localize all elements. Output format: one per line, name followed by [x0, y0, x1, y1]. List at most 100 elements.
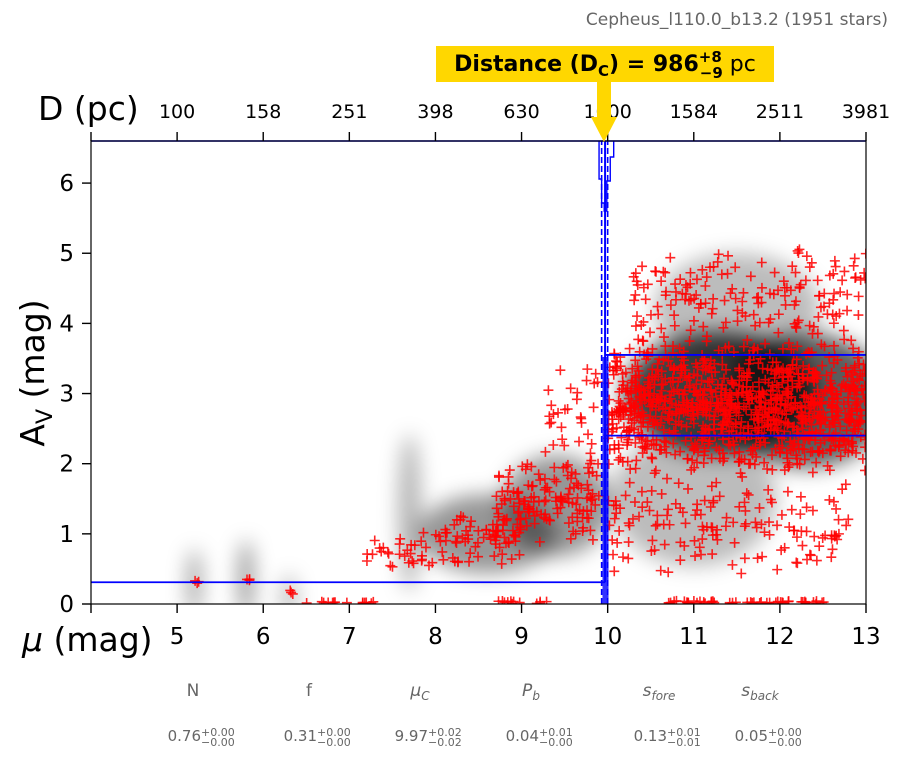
star-marker: [691, 457, 702, 468]
star-marker: [712, 256, 723, 267]
star-marker: [465, 521, 476, 532]
parameter-value: 0.04: [506, 727, 539, 745]
star-marker: [736, 568, 747, 579]
star-marker: [613, 454, 624, 465]
star-marker: [699, 383, 710, 394]
star-marker: [773, 407, 784, 418]
star-marker: [491, 519, 502, 530]
star-marker: [763, 406, 774, 417]
star-marker: [657, 403, 668, 414]
star-marker: [581, 375, 592, 386]
star-marker: [858, 389, 866, 400]
star-marker: [693, 389, 704, 400]
star-marker: [790, 398, 801, 409]
star-marker: [781, 448, 792, 459]
star-marker: [565, 533, 576, 544]
star-marker: [848, 260, 859, 271]
star-marker: [754, 317, 765, 328]
star-marker: [757, 363, 768, 374]
star-marker: [791, 362, 802, 373]
star-marker: [737, 307, 748, 318]
star-marker: [301, 598, 312, 604]
star-marker: [747, 449, 758, 460]
star-marker: [629, 295, 640, 306]
parameter-name: sback: [741, 681, 779, 703]
star-marker: [541, 596, 552, 604]
star-marker: [683, 483, 694, 494]
star-marker: [645, 388, 656, 399]
parameter-name: f: [306, 681, 313, 701]
star-marker: [697, 264, 708, 275]
star-marker: [826, 552, 837, 563]
star-marker: [745, 458, 756, 469]
star-marker: [318, 597, 329, 604]
star-marker: [586, 455, 597, 466]
parameter-lower-error: −0.02: [428, 736, 462, 749]
star-marker: [660, 341, 671, 352]
star-marker: [535, 475, 546, 486]
star-marker: [465, 548, 476, 559]
star-marker: [790, 321, 801, 332]
star-marker: [713, 345, 724, 356]
star-marker: [773, 309, 784, 320]
star-marker: [624, 477, 635, 488]
parameter-name: Pb: [522, 681, 540, 703]
star-marker: [713, 249, 724, 260]
star-marker: [739, 497, 750, 508]
star-marker: [817, 532, 828, 543]
star-marker: [699, 446, 710, 457]
star-marker: [664, 519, 675, 530]
star-marker: [677, 288, 688, 299]
star-marker: [685, 267, 696, 278]
star-marker: [733, 410, 744, 421]
parameter-upper-error: +0.00: [201, 726, 235, 739]
cloud-distance-band: [602, 356, 609, 604]
star-marker: [649, 545, 660, 556]
star-marker: [622, 456, 633, 467]
x-tick-label: 11: [679, 624, 708, 650]
y-tick-label: 6: [59, 171, 74, 197]
star-marker: [840, 380, 851, 391]
star-marker: [664, 408, 675, 419]
star-marker: [837, 275, 848, 286]
star-marker: [568, 526, 579, 537]
star-marker: [756, 297, 767, 308]
star-marker: [652, 301, 663, 312]
star-marker: [718, 322, 729, 333]
star-marker: [630, 321, 641, 332]
star-marker: [730, 418, 741, 429]
star-marker: [779, 465, 790, 476]
star-marker: [647, 343, 658, 354]
star-marker: [792, 341, 803, 352]
star-marker: [714, 491, 725, 502]
star-marker: [661, 447, 672, 458]
star-marker: [734, 501, 745, 512]
star-marker: [707, 391, 718, 402]
star-marker: [754, 386, 765, 397]
star-marker: [698, 597, 709, 604]
star-marker: [491, 491, 502, 502]
star-marker: [719, 453, 730, 464]
x-tick-label: 12: [765, 624, 794, 650]
star-marker: [521, 520, 532, 531]
star-marker: [700, 598, 711, 604]
star-marker: [707, 549, 718, 560]
star-marker: [826, 367, 837, 378]
star-marker: [828, 318, 839, 329]
star-marker: [559, 440, 570, 451]
star-marker: [728, 436, 739, 447]
star-marker: [729, 402, 740, 413]
star-marker: [757, 551, 768, 562]
star-marker: [682, 405, 693, 416]
star-marker: [637, 398, 648, 409]
star-marker: [556, 422, 567, 433]
star-marker: [637, 407, 648, 418]
star-marker: [527, 480, 538, 491]
star-marker: [481, 525, 492, 536]
star-marker: [756, 282, 767, 293]
star-marker: [630, 289, 641, 300]
star-marker: [589, 378, 600, 389]
star-marker: [514, 498, 525, 509]
star-marker: [814, 541, 825, 552]
